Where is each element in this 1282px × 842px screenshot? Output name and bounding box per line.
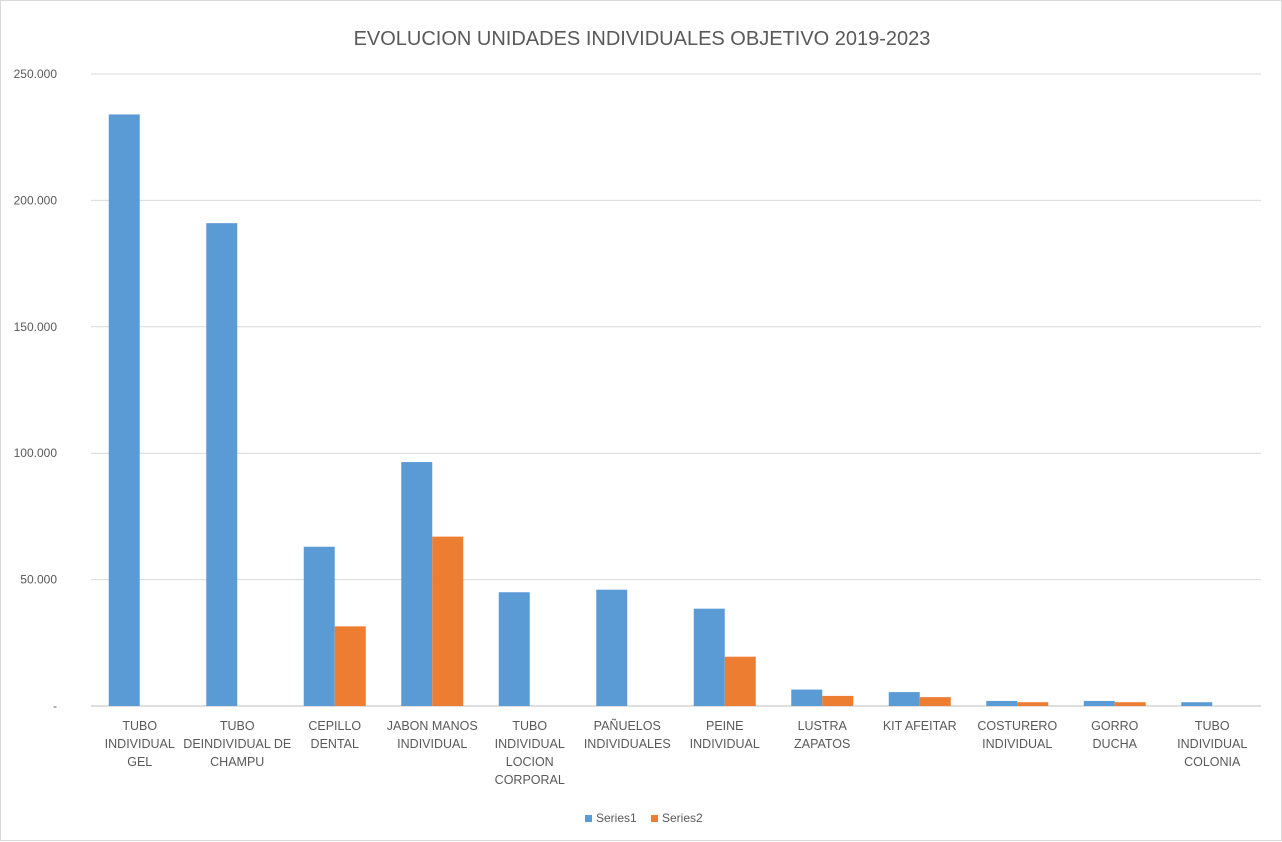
x-tick-label: TUBO DEINDIVIDUAL DE CHAMPU bbox=[183, 719, 291, 769]
x-axis: TUBO INDIVIDUAL GEL TUBO DEINDIVIDUAL DE CHAM… bbox=[105, 719, 1248, 787]
bar-series1 bbox=[693, 608, 725, 706]
x-tick-label-line: COSTURERO bbox=[977, 719, 1057, 733]
bar-series1 bbox=[888, 692, 920, 706]
x-tick-label-line: TUBO bbox=[512, 719, 547, 733]
bar-series2 bbox=[1114, 702, 1146, 706]
bar-series2 bbox=[1017, 702, 1049, 706]
y-tick-label: 150.000 bbox=[14, 320, 58, 334]
x-tick-label-line: ZAPATOS bbox=[794, 737, 850, 751]
y-tick-label: 50.000 bbox=[20, 573, 57, 587]
bar-series1 bbox=[303, 546, 335, 706]
y-tick-label: 100.000 bbox=[14, 446, 58, 460]
x-tick-label-line: INDIVIDUAL bbox=[495, 737, 565, 751]
bar-series2 bbox=[334, 626, 366, 706]
x-tick-label-line: KIT AFEITAR bbox=[883, 719, 957, 733]
bar-series1 bbox=[401, 462, 433, 706]
x-tick-label: COSTURERO INDIVIDUAL bbox=[977, 719, 1057, 751]
x-tick-label: GORRO DUCHA bbox=[1091, 719, 1139, 751]
x-tick-label-line: GORRO bbox=[1091, 719, 1139, 733]
legend-swatch bbox=[585, 815, 592, 822]
bar-series1 bbox=[1181, 702, 1213, 706]
x-tick-label: JABON MANOS INDIVIDUAL bbox=[387, 719, 478, 751]
gridlines bbox=[91, 73, 1261, 707]
bars bbox=[108, 114, 1213, 707]
x-tick-label-line: INDIVIDUAL bbox=[982, 737, 1052, 751]
x-tick-label-line: PEINE bbox=[706, 719, 744, 733]
x-tick-label: PEINE INDIVIDUAL bbox=[690, 719, 760, 751]
y-tick-label: - bbox=[53, 699, 57, 713]
bar-series1 bbox=[206, 223, 238, 707]
x-tick-label-line: PAÑUELOS bbox=[594, 719, 661, 733]
x-tick-label-line: TUBO bbox=[220, 719, 255, 733]
bar-series1 bbox=[596, 589, 628, 706]
x-tick-label: TUBO INDIVIDUAL COLONIA bbox=[1177, 719, 1247, 769]
x-tick-label-line: DEINDIVIDUAL DE bbox=[183, 737, 291, 751]
y-axis: - 50.000 100.000 150.000 200.000 250.000 bbox=[14, 67, 58, 713]
x-tick-label-line: INDIVIDUAL bbox=[690, 737, 760, 751]
x-tick-label: TUBO INDIVIDUAL LOCION CORPORAL bbox=[495, 719, 565, 787]
legend: Series1 Series2 bbox=[585, 811, 703, 825]
y-tick-label: 200.000 bbox=[14, 193, 58, 207]
bar-series2 bbox=[822, 695, 854, 706]
bar-series1 bbox=[986, 700, 1018, 706]
x-tick-label: TUBO INDIVIDUAL GEL bbox=[105, 719, 175, 769]
x-tick-label-line: INDIVIDUALES bbox=[584, 737, 671, 751]
x-tick-label-line: CEPILLO bbox=[308, 719, 361, 733]
x-tick-label-line: LUSTRA bbox=[798, 719, 848, 733]
chart-title: EVOLUCION UNIDADES INDIVIDUALES OBJETIVO… bbox=[354, 28, 931, 50]
bar-series2 bbox=[919, 697, 951, 706]
x-tick-label-line: TUBO bbox=[1195, 719, 1230, 733]
x-tick-label-line: CHAMPU bbox=[210, 755, 264, 769]
x-tick-label-line: INDIVIDUAL bbox=[397, 737, 467, 751]
legend-label: Series2 bbox=[662, 811, 703, 825]
x-tick-label-line: DENTAL bbox=[311, 737, 359, 751]
x-tick-label: LUSTRA ZAPATOS bbox=[794, 719, 850, 751]
x-tick-label-line: LOCION bbox=[506, 755, 554, 769]
x-tick-label-line: INDIVIDUAL bbox=[105, 737, 175, 751]
x-tick-label-line: TUBO bbox=[122, 719, 157, 733]
bar-series1 bbox=[108, 114, 140, 706]
x-tick-label-line: JABON MANOS bbox=[387, 719, 478, 733]
x-tick-label: CEPILLO DENTAL bbox=[308, 719, 361, 751]
legend-swatch bbox=[651, 815, 658, 822]
bar-series2 bbox=[724, 656, 756, 706]
x-tick-label-line: COLONIA bbox=[1184, 755, 1241, 769]
x-tick-label-line: DUCHA bbox=[1093, 737, 1138, 751]
bar-series1 bbox=[1083, 700, 1115, 706]
x-tick-label-line: GEL bbox=[127, 755, 152, 769]
bar-series2 bbox=[432, 536, 464, 706]
x-tick-label-line: CORPORAL bbox=[495, 773, 565, 787]
legend-label: Series1 bbox=[596, 811, 637, 825]
bar-series1 bbox=[791, 689, 823, 706]
y-tick-label: 250.000 bbox=[14, 67, 58, 81]
bar-series1 bbox=[498, 592, 530, 706]
x-tick-label: PAÑUELOS INDIVIDUALES bbox=[584, 719, 671, 751]
x-tick-label: KIT AFEITAR bbox=[883, 719, 957, 733]
x-tick-label-line: INDIVIDUAL bbox=[1177, 737, 1247, 751]
